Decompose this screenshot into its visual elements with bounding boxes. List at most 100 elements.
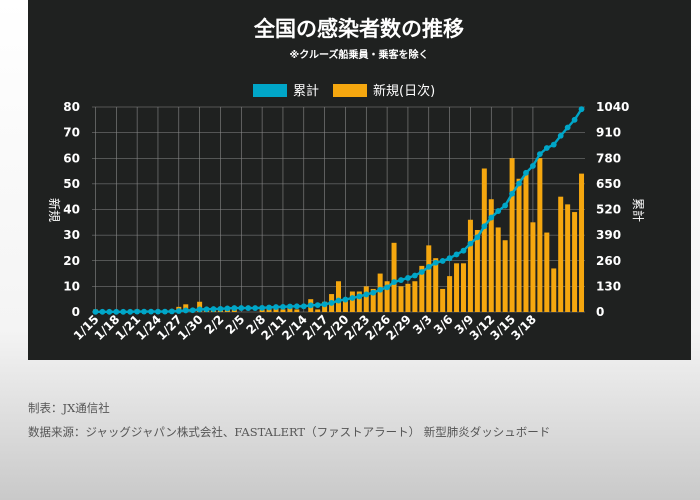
cumulative-point: [467, 240, 474, 247]
cumulative-point: [411, 272, 418, 279]
bar-new-cases: [495, 227, 501, 312]
right-tick-label: 0: [596, 305, 604, 319]
cumulative-point: [127, 308, 134, 315]
cumulative-point: [273, 304, 279, 310]
cumulative-point: [557, 132, 564, 139]
x-axis-ticks: 1/151/181/211/241/271/302/22/52/82/112/1…: [71, 312, 539, 343]
cumulative-point: [280, 303, 286, 310]
legend-label-new: 新規(日次): [373, 83, 435, 99]
cumulative-point: [106, 308, 113, 315]
bar-new-cases: [551, 268, 557, 312]
footer-source: 数据来源：ジャッグジャパン株式会社、FASTALERT（ファストアラート） 新型…: [28, 425, 551, 439]
cumulative-point: [266, 304, 272, 311]
legend-swatch-cumulative: [253, 84, 287, 97]
bar-new-cases: [516, 178, 522, 312]
chart-title: 全国の感染者数の推移: [253, 17, 464, 41]
bar-new-cases: [398, 286, 404, 312]
bar-new-cases: [460, 263, 466, 312]
legend-swatch-new: [333, 84, 367, 97]
bar-new-cases: [349, 291, 355, 312]
cumulative-point: [300, 303, 307, 310]
x-tick-label: 2/5: [223, 312, 248, 337]
cumulative-point: [356, 293, 363, 300]
cumulative-point: [148, 308, 154, 315]
cumulative-point: [92, 308, 99, 315]
left-tick-label: 50: [63, 177, 80, 191]
bar-new-cases: [377, 273, 383, 312]
cumulative-point: [120, 308, 127, 315]
cumulative-point: [571, 116, 578, 123]
cumulative-point: [432, 259, 439, 266]
bar-new-cases: [523, 173, 529, 312]
legend: 累計 新規(日次): [253, 83, 435, 99]
left-tick-label: 10: [63, 279, 80, 293]
bar-new-cases: [467, 219, 473, 312]
cumulative-point: [314, 302, 321, 309]
line-series-cumulative: [92, 106, 585, 315]
right-tick-label: 780: [596, 151, 621, 165]
cumulative-point: [453, 251, 460, 258]
cumulative-point: [398, 277, 404, 283]
cumulative-point: [536, 151, 543, 158]
cumulative-point: [502, 202, 509, 209]
cumulative-point: [141, 308, 147, 315]
cumulative-point: [238, 305, 245, 311]
cumulative-point: [405, 274, 411, 281]
cumulative-point: [113, 308, 120, 315]
bar-new-cases: [537, 158, 543, 312]
cumulative-point: [182, 307, 189, 314]
bar-new-cases: [294, 309, 300, 312]
cumulative-point: [474, 234, 481, 241]
x-tick-label: 3/6: [431, 312, 456, 337]
cumulative-point: [391, 279, 397, 285]
chart-panel: 全国の感染者数の推移 ※クルーズ船乗員・乗客を除く 累計 新規(日次) 0 10 2…: [28, 0, 691, 360]
cumulative-point: [210, 306, 217, 312]
cumulative-point: [189, 307, 196, 314]
cumulative-point: [196, 306, 203, 313]
cumulative-point: [439, 258, 446, 264]
cumulative-point: [349, 295, 356, 301]
cumulative-point: [425, 263, 432, 270]
bar-new-cases: [391, 242, 397, 312]
x-tick-label: 2/2: [202, 312, 227, 337]
cumulative-point: [335, 297, 342, 304]
cumulative-point: [516, 180, 522, 187]
bar-new-cases: [502, 240, 508, 312]
right-axis-ticks: 0 130 260 390 520 650 780 910 1040: [596, 100, 629, 319]
right-tick-label: 130: [596, 279, 621, 293]
right-tick-label: 1040: [596, 100, 629, 114]
cumulative-point: [245, 305, 252, 311]
left-axis-label: 新規: [47, 198, 62, 222]
left-tick-label: 30: [63, 228, 80, 242]
x-tick-label: 3/18: [508, 312, 539, 343]
left-tick-label: 80: [63, 100, 80, 114]
cumulative-point: [509, 190, 515, 197]
cumulative-point: [203, 306, 210, 313]
cumulative-point: [293, 303, 300, 310]
bar-new-cases: [488, 199, 494, 312]
cumulative-point: [328, 300, 335, 306]
bar-new-cases: [315, 309, 321, 312]
cumulative-point: [578, 106, 585, 113]
cumulative-point: [342, 296, 349, 303]
bar-new-cases: [419, 265, 425, 312]
bar-new-cases: [384, 281, 390, 312]
cumulative-point: [217, 305, 224, 312]
left-tick-label: 0: [72, 305, 80, 319]
cumulative-point: [363, 291, 370, 298]
cumulative-point: [370, 289, 377, 296]
left-axis-ticks: 0 10 20 30 40 50 60 70 80: [63, 100, 80, 319]
cumulative-point: [307, 302, 314, 309]
chart-subtitle: ※クルーズ船乗員・乗客を除く: [290, 48, 429, 61]
bar-new-cases: [433, 258, 439, 312]
bar-new-cases: [342, 299, 348, 312]
bar-new-cases: [426, 245, 432, 312]
cumulative-point: [168, 308, 175, 315]
cumulative-point: [377, 286, 384, 293]
cumulative-point: [286, 303, 293, 310]
cumulative-point: [523, 169, 529, 176]
bar-new-cases: [481, 168, 487, 312]
left-tick-label: 40: [63, 203, 80, 217]
cumulative-point: [99, 308, 106, 315]
x-tick-label: 3/3: [410, 312, 435, 337]
